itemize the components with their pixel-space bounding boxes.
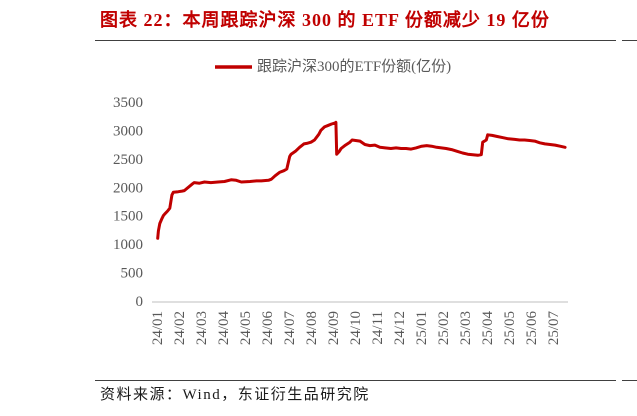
x-tick-label: 24/06 — [260, 311, 276, 346]
x-tick-label: 24/03 — [194, 311, 210, 345]
x-tick-label: 24/08 — [304, 311, 320, 345]
legend-label: 跟踪沪深300的ETF份额(亿份) — [257, 58, 451, 75]
x-tick-label: 24/07 — [282, 311, 298, 346]
adjacent-column-top-rule — [622, 40, 637, 41]
y-tick-label: 2000 — [113, 180, 143, 196]
x-tick-label: 24/09 — [326, 311, 342, 345]
y-tick-label: 500 — [121, 266, 144, 282]
x-axis-tick-labels: 24/01 24/02 24/03 24/04 24/05 24/06 24/07 24/08… — [150, 311, 562, 346]
y-tick-label: 3000 — [113, 123, 143, 139]
x-tick-label: 24/04 — [216, 311, 232, 346]
x-tick-label: 25/02 — [436, 311, 452, 345]
y-tick-label: 3500 — [113, 95, 143, 111]
y-tick-label: 0 — [136, 294, 144, 310]
x-tick-label: 25/06 — [524, 311, 540, 346]
caption-rule — [95, 40, 616, 41]
y-tick-label: 2500 — [113, 152, 143, 168]
x-tick-label: 24/10 — [348, 311, 364, 345]
y-tick-label: 1000 — [113, 237, 143, 253]
series-group — [156, 120, 567, 240]
x-tick-label: 25/01 — [414, 311, 430, 345]
legend: 跟踪沪深300的ETF份额(亿份) — [215, 58, 451, 75]
y-tick-label: 1500 — [113, 209, 143, 225]
x-tick-label: 24/02 — [172, 311, 188, 345]
figure-caption: 图表 22：本周跟踪沪深 300 的 ETF 份额减少 19 亿份 — [100, 10, 550, 30]
series-line — [156, 120, 567, 240]
x-tick-label: 24/11 — [370, 311, 386, 345]
y-axis-tick-labels: 0 500 1000 1500 2000 2500 3000 3500 — [113, 95, 143, 310]
x-tick-label: 25/07 — [546, 311, 562, 346]
x-tick-label: 24/01 — [150, 311, 166, 345]
x-tick-label: 25/05 — [502, 311, 518, 345]
source-rule — [95, 380, 616, 381]
x-tick-label: 25/04 — [480, 311, 496, 346]
adjacent-column-bottom-rule — [622, 380, 637, 381]
x-tick-label: 24/05 — [238, 311, 254, 345]
x-tick-label: 24/12 — [392, 311, 408, 345]
source-note: 资料来源：Wind，东证衍生品研究院 — [100, 387, 370, 403]
x-tick-label: 25/03 — [458, 311, 474, 345]
